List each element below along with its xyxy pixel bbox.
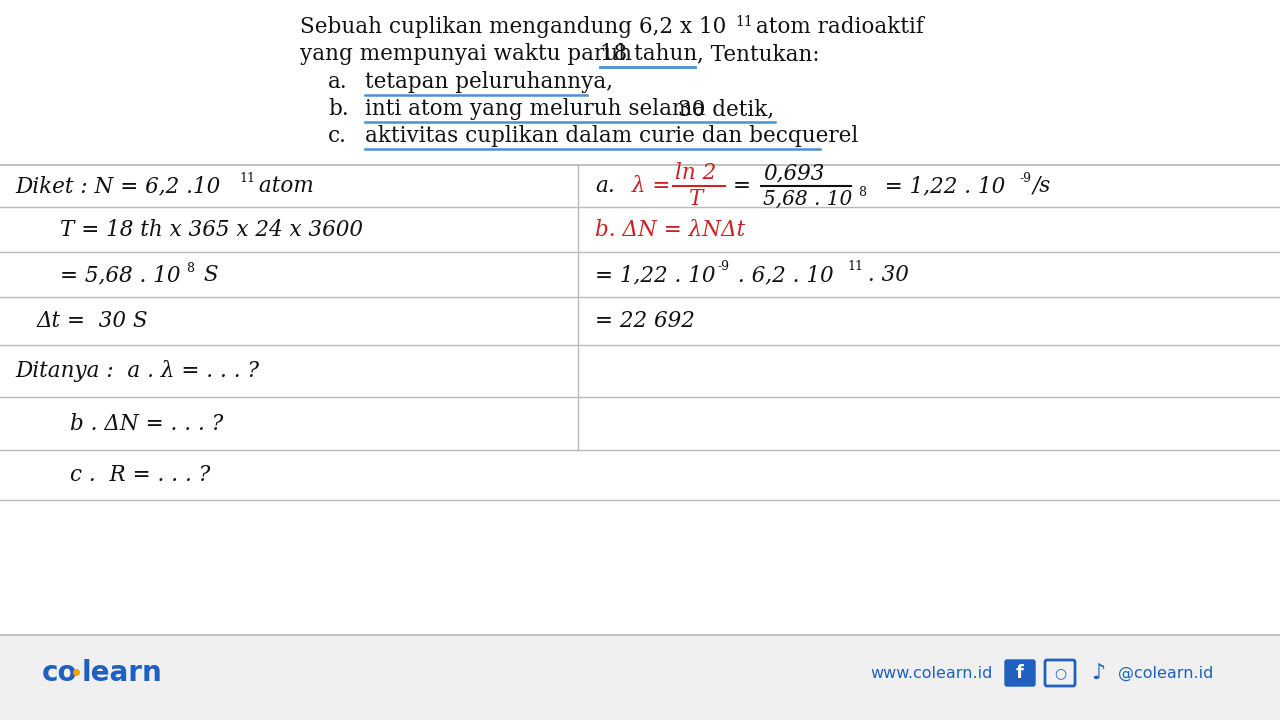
Text: =: = <box>733 175 751 197</box>
Text: a.: a. <box>595 175 614 197</box>
Text: @colearn.id: @colearn.id <box>1117 665 1213 680</box>
Text: -9: -9 <box>717 261 730 274</box>
Text: 5,68 . 10: 5,68 . 10 <box>763 189 852 209</box>
Text: = 22 692: = 22 692 <box>595 310 695 332</box>
Text: ♪: ♪ <box>1091 663 1105 683</box>
Text: = 1,22 . 10: = 1,22 . 10 <box>595 264 716 286</box>
Text: . 30: . 30 <box>861 264 909 286</box>
Text: 30 detik,: 30 detik, <box>678 98 774 120</box>
Text: -9: -9 <box>1019 171 1030 184</box>
Text: aktivitas cuplikan dalam curie dan becquerel: aktivitas cuplikan dalam curie dan becqu… <box>365 125 859 147</box>
Text: Sebuah cuplikan mengandung 6,2 x 10: Sebuah cuplikan mengandung 6,2 x 10 <box>300 16 726 38</box>
Text: λ =: λ = <box>625 175 671 197</box>
Text: b.: b. <box>328 98 348 120</box>
Text: Ditanya :  a . λ = . . . ?: Ditanya : a . λ = . . . ? <box>15 360 259 382</box>
Text: a.: a. <box>328 71 348 93</box>
Text: atom radioaktif: atom radioaktif <box>749 16 924 38</box>
Text: T = 18 th x 365 x 24 x 3600: T = 18 th x 365 x 24 x 3600 <box>60 219 364 241</box>
Text: 8: 8 <box>858 186 867 199</box>
Text: yang mempunyai waktu paruh: yang mempunyai waktu paruh <box>300 43 639 65</box>
Text: 11: 11 <box>847 261 863 274</box>
Text: www.colearn.id: www.colearn.id <box>870 665 992 680</box>
Text: = 1,22 . 10: = 1,22 . 10 <box>870 175 1005 197</box>
Text: ○: ○ <box>1053 666 1066 680</box>
Text: f: f <box>1016 664 1024 682</box>
Bar <box>0 0 1280 635</box>
Text: ln 2: ln 2 <box>675 162 717 184</box>
Text: S: S <box>197 264 219 286</box>
Text: 11: 11 <box>735 15 753 29</box>
Text: learn: learn <box>82 659 163 687</box>
Text: c .  R = . . . ?: c . R = . . . ? <box>70 464 210 486</box>
Text: . 6,2 . 10: . 6,2 . 10 <box>731 264 833 286</box>
Text: = 5,68 . 10: = 5,68 . 10 <box>60 264 180 286</box>
Text: T: T <box>689 188 704 210</box>
Text: /s: /s <box>1033 175 1051 197</box>
Text: co: co <box>42 659 78 687</box>
Text: atom: atom <box>252 175 314 197</box>
Bar <box>0 635 1280 720</box>
Text: b . ΔN = . . . ?: b . ΔN = . . . ? <box>70 413 223 435</box>
FancyBboxPatch shape <box>1005 660 1036 686</box>
Text: c.: c. <box>328 125 347 147</box>
Text: Δt =  30 S: Δt = 30 S <box>37 310 148 332</box>
Text: , Tentukan:: , Tentukan: <box>698 43 819 65</box>
Text: inti atom yang meluruh selama: inti atom yang meluruh selama <box>365 98 712 120</box>
Text: Diket : N = 6,2 .10: Diket : N = 6,2 .10 <box>15 175 220 197</box>
Text: 18 tahun: 18 tahun <box>600 43 698 65</box>
Text: tetapan peluruhannya,: tetapan peluruhannya, <box>365 71 613 93</box>
Text: 8: 8 <box>186 261 195 274</box>
Text: 11: 11 <box>239 173 255 186</box>
Text: 0,693: 0,693 <box>763 162 824 184</box>
Text: b. ΔN = λNΔt: b. ΔN = λNΔt <box>595 219 745 241</box>
